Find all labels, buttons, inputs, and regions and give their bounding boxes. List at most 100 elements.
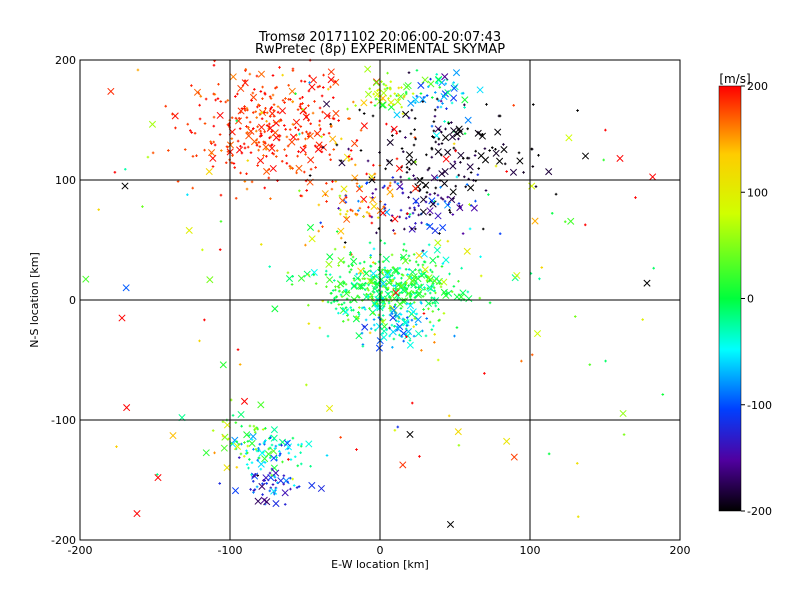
data-point [444,127,447,131]
data-point [452,146,456,150]
data-point [221,433,229,441]
data-point [393,232,397,235]
data-point [277,120,281,123]
data-point [347,291,351,294]
data-point [412,325,416,328]
data-point [401,257,410,265]
data-point [408,213,412,216]
data-point [199,95,203,98]
data-point [426,168,430,172]
data-point [403,285,406,289]
data-point [383,184,386,188]
data-point [326,253,334,261]
data-point [287,98,290,101]
data-point [272,499,280,508]
data-point [420,250,428,258]
data-point [220,444,228,452]
data-point [231,154,234,157]
data-point [340,303,344,306]
data-point [464,185,468,189]
data-point [436,105,440,109]
data-point [368,307,371,310]
colorbar-ticks: 200 100 0 -100 -200 [741,80,772,518]
data-point [463,106,466,109]
data-point [503,162,507,166]
data-point [406,302,415,310]
data-point [263,461,267,464]
data-point [386,86,389,90]
data-point [454,149,457,153]
data-point [350,257,358,266]
data-point [324,273,328,276]
data-point [388,86,391,90]
data-point [434,304,438,308]
data-point [436,176,439,179]
data-point [410,318,414,322]
data-point [473,154,477,157]
data-point [436,255,440,259]
data-point [272,108,275,112]
data-point [167,149,170,152]
data-point [450,94,458,102]
data-point [325,404,334,412]
data-point [394,289,398,292]
data-point [409,277,417,285]
data-point [356,317,360,320]
data-point [257,123,266,131]
data-point [392,289,400,297]
data-point [314,282,318,285]
data-point [545,168,553,176]
data-point [342,289,351,297]
data-point [381,306,385,310]
data-point [375,231,378,235]
data-point [364,65,372,73]
data-point [265,111,269,115]
data-point [255,449,259,453]
data-point [279,118,283,121]
data-point [295,164,303,172]
data-point [226,99,230,102]
data-point [123,404,131,412]
data-point [362,267,366,270]
data-point [260,111,263,114]
data-point [402,110,410,118]
data-point [301,131,304,135]
data-point [231,487,240,495]
data-point [256,157,265,165]
data-point [352,308,355,312]
data-point [359,272,362,276]
data-point [433,246,441,254]
data-point [281,73,284,77]
data-point [237,442,241,446]
data-point [450,290,454,294]
data-point [304,153,307,156]
data-point [423,286,426,289]
data-point [296,154,299,158]
data-point [212,115,216,119]
data-point [268,144,276,152]
data-point [381,186,385,189]
data-point [500,146,508,154]
data-point [309,167,313,171]
data-point [347,147,350,151]
data-point [372,301,376,305]
data-point [230,137,234,140]
data-point [286,271,290,275]
data-point [438,170,446,178]
data-point [397,320,400,323]
data-point [373,172,377,176]
data-point [430,96,434,99]
data-point [317,484,325,493]
data-point [151,151,155,155]
data-point [213,451,216,455]
data-point [420,349,423,352]
data-point [404,249,408,253]
data-point [512,104,515,107]
data-point [332,300,336,303]
data-point [245,106,249,110]
data-point [439,224,447,232]
data-point [206,276,214,284]
data-point [303,80,307,83]
data-point [441,168,449,176]
data-point [436,81,439,85]
